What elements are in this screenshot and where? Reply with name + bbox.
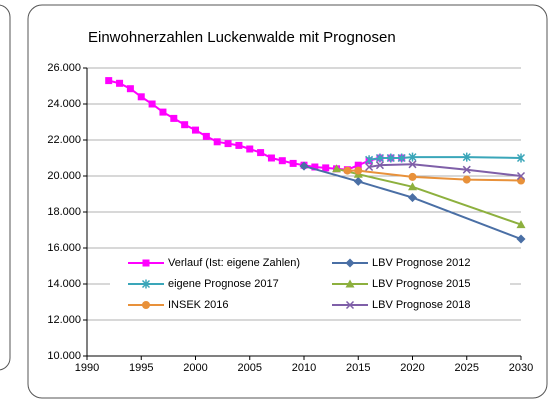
- legend-marker: [141, 279, 151, 289]
- x-tick-label: 1990: [75, 362, 99, 374]
- legend-marker: [345, 300, 355, 310]
- y-tick-label: 16.000: [47, 242, 81, 254]
- marker: [516, 234, 526, 244]
- x-tick-label: 1995: [129, 362, 153, 374]
- marker: [299, 161, 309, 171]
- legend-label: LBV Prognose 2012: [372, 257, 470, 269]
- legend-marker: [345, 258, 355, 268]
- legend-label: LBV Prognose 2018: [372, 299, 470, 311]
- marker: [159, 108, 167, 116]
- y-tick-label: 12.000: [47, 314, 81, 326]
- marker: [516, 220, 526, 229]
- marker: [365, 155, 374, 165]
- marker: [332, 164, 342, 173]
- marker: [278, 157, 286, 165]
- y-tick-label: 20.000: [47, 170, 81, 182]
- y-tick-label: 18.000: [47, 206, 81, 218]
- marker: [257, 149, 265, 157]
- marker: [408, 193, 417, 203]
- y-tick-label: 22.000: [47, 134, 81, 146]
- marker: [311, 163, 319, 171]
- marker: [235, 141, 243, 149]
- marker: [126, 85, 134, 93]
- frame: [27, 4, 548, 399]
- marker: [116, 79, 124, 87]
- legend-label: Verlauf (Ist: eigene Zahlen): [168, 257, 300, 269]
- series-line: [303, 165, 522, 240]
- marker: [516, 171, 526, 181]
- y-tick-label: 14.000: [47, 278, 81, 290]
- marker: [517, 176, 525, 185]
- marker: [408, 172, 417, 181]
- series-line: [108, 79, 402, 171]
- marker: [462, 165, 471, 174]
- chart-title: Einwohnerzahlen Luckenwalde mit Prognose…: [88, 29, 396, 46]
- legend-marker: [142, 301, 150, 309]
- marker: [246, 145, 254, 153]
- marker: [375, 153, 384, 163]
- marker: [408, 160, 417, 169]
- x-tick-label: 2005: [238, 362, 262, 374]
- y-tick-label: 24.000: [47, 98, 81, 110]
- marker: [137, 93, 145, 101]
- marker: [375, 161, 384, 170]
- marker: [516, 153, 526, 163]
- marker: [224, 140, 232, 148]
- marker: [353, 176, 363, 186]
- legend-label: LBV Prognose 2015: [372, 278, 470, 290]
- marker: [354, 166, 363, 175]
- marker: [105, 77, 113, 85]
- marker: [386, 153, 395, 163]
- x-tick-label: 2010: [292, 362, 316, 374]
- legend-marker: [345, 279, 355, 288]
- marker: [408, 182, 417, 191]
- marker: [181, 121, 189, 129]
- x-tick-label: 2015: [346, 362, 370, 374]
- legend-label: INSEK 2016: [168, 299, 229, 311]
- legend-label: eigene Prognose 2017: [168, 278, 279, 290]
- legend-bg: [110, 252, 510, 316]
- marker: [408, 152, 417, 162]
- marker: [462, 175, 471, 184]
- marker: [213, 138, 221, 146]
- marker: [343, 166, 352, 175]
- side-frame: [0, 4, 11, 371]
- y-tick-label: 10.000: [47, 350, 81, 362]
- marker: [267, 154, 275, 162]
- marker: [462, 152, 471, 162]
- x-tick-label: 2030: [509, 362, 533, 374]
- x-tick-label: 2020: [400, 362, 424, 374]
- marker: [322, 164, 330, 172]
- x-tick-label: 2000: [183, 362, 207, 374]
- marker: [148, 100, 156, 108]
- marker: [365, 162, 374, 172]
- marker: [192, 126, 199, 134]
- y-tick-label: 26.000: [47, 62, 81, 74]
- legend-marker: [142, 259, 150, 267]
- marker: [202, 132, 210, 140]
- marker: [354, 161, 362, 169]
- marker: [289, 159, 297, 167]
- marker: [397, 153, 406, 163]
- marker: [170, 114, 178, 122]
- x-tick-label: 2025: [455, 362, 479, 374]
